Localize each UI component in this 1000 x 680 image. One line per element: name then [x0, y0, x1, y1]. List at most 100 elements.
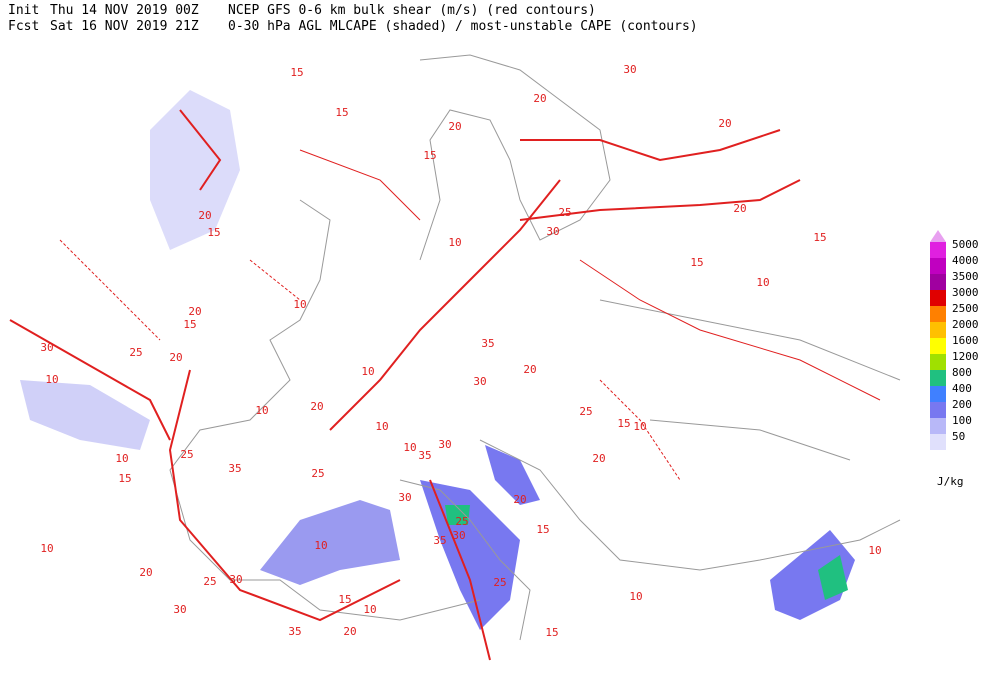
cape-area [150, 90, 240, 250]
contour [179, 109, 222, 191]
legend-label: 200 [952, 398, 972, 411]
contour-label: 15 [183, 318, 196, 331]
cape-area [20, 380, 150, 450]
contour-label: 10 [293, 298, 306, 311]
legend: J/kg 5000 4000 3500 3000 2500 2000 1600 1200 800… [930, 230, 979, 488]
contour-label: 20 [592, 452, 605, 465]
contour-label: 10 [255, 404, 268, 417]
contour-label: 30 [229, 573, 242, 586]
contour-label: 20 [448, 120, 461, 133]
contour-label: 15 [690, 256, 703, 269]
cape-shading [20, 90, 855, 630]
contour [168, 369, 401, 622]
contour-label: 35 [433, 534, 446, 547]
contour-label: 15 [813, 231, 826, 244]
coastline [479, 439, 901, 571]
contour-label: 30 [623, 63, 636, 76]
legend-arrow [930, 230, 946, 242]
contour-label: 15 [335, 106, 348, 119]
contour-label: 15 [536, 523, 549, 536]
legend-label: 1600 [952, 334, 979, 347]
contour-label: 20 [188, 305, 201, 318]
contour-label: 20 [718, 117, 731, 130]
cape-area [420, 480, 520, 630]
legend-swatch [930, 418, 946, 434]
contour [9, 319, 171, 441]
contour-label: 10 [403, 441, 416, 454]
contour-label: 15 [338, 593, 351, 606]
contour-label: 30 [173, 603, 186, 616]
legend-swatch [930, 258, 946, 274]
header-text: Sat 16 NOV 2019 21Z [50, 19, 199, 34]
contour-label: 25 [493, 576, 506, 589]
legend-label: 2500 [952, 302, 979, 315]
contour-label: 30 [452, 529, 465, 542]
coastline [419, 54, 611, 261]
legend-label: 5000 [952, 238, 979, 251]
contour [429, 479, 491, 661]
contour-label: 15 [290, 66, 303, 79]
contour-label: 10 [629, 590, 642, 603]
contour-label: 20 [169, 351, 182, 364]
legend-swatch [930, 354, 946, 370]
legend-label: 1200 [952, 350, 979, 363]
contour-label: 25 [455, 515, 468, 528]
contour-label: 10 [363, 603, 376, 616]
border [599, 299, 901, 461]
header-text: Thu 14 NOV 2019 00Z [50, 3, 199, 18]
cape-area [770, 530, 855, 620]
contour-label: 30 [40, 341, 53, 354]
contour-label: 25 [579, 405, 592, 418]
contour-label: 15 [118, 472, 131, 485]
contour-label: 10 [314, 539, 327, 552]
contour-label: 25 [203, 575, 216, 588]
header-text: Fcst [8, 19, 39, 34]
contour-label: 20 [513, 493, 526, 506]
contour-label: 10 [115, 452, 128, 465]
header-text: Init [8, 3, 39, 18]
coastline [169, 199, 481, 621]
contour-label: 15 [545, 626, 558, 639]
contour-label: 15 [423, 149, 436, 162]
contour [520, 129, 781, 162]
legend-swatch [930, 290, 946, 306]
contour-label: 20 [733, 202, 746, 215]
cape-area [260, 500, 400, 585]
contour-label: 25 [558, 206, 571, 219]
legend-swatch [930, 370, 946, 386]
contour-label: 10 [361, 365, 374, 378]
contour-label: 10 [633, 420, 646, 433]
contour [519, 179, 801, 221]
contour-label: 20 [533, 92, 546, 105]
contour-label: 30 [473, 375, 486, 388]
contour-label: 25 [129, 346, 142, 359]
legend-unit: J/kg [937, 475, 964, 488]
contour-label: 30 [546, 225, 559, 238]
legend-swatch [930, 306, 946, 322]
contour-label: 10 [756, 276, 769, 289]
contour-label: 25 [311, 467, 324, 480]
header: Init Thu 14 NOV 2019 00Z NCEP GFS 0-6 km… [8, 3, 698, 34]
contour-label: 20 [310, 400, 323, 413]
contour-label: 35 [481, 337, 494, 350]
contour-label: 10 [448, 236, 461, 249]
contour-label: 35 [228, 462, 241, 475]
legend-label: 3500 [952, 270, 979, 283]
legend-label: 100 [952, 414, 972, 427]
legend-swatch [930, 434, 946, 450]
contour-label: 30 [398, 491, 411, 504]
legend-swatch [930, 386, 946, 402]
coastlines [169, 54, 901, 641]
cape-area [818, 555, 848, 600]
contour-label: 20 [139, 566, 152, 579]
legend-swatch [930, 242, 946, 258]
legend-label: 2000 [952, 318, 979, 331]
legend-label: 50 [952, 430, 965, 443]
shear-contours [9, 109, 881, 661]
contour [59, 239, 681, 481]
contour-label: 35 [418, 449, 431, 462]
cape-area [445, 505, 470, 525]
